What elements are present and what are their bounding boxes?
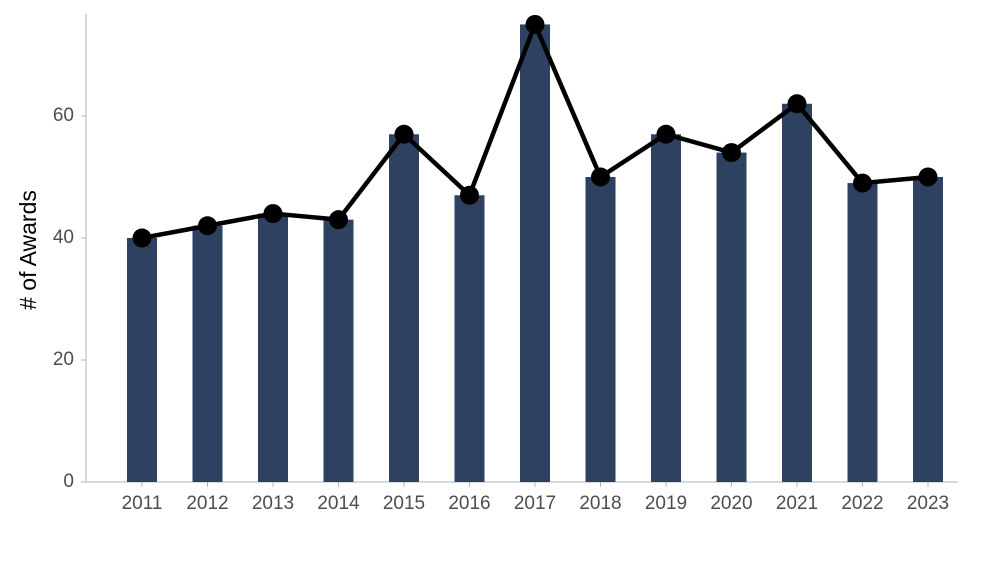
x-tick-label: 2019 <box>645 493 687 514</box>
point <box>460 185 479 205</box>
x-tick-label: 2022 <box>841 493 883 514</box>
point <box>656 124 676 144</box>
x-tick-label: 2016 <box>448 493 490 514</box>
point <box>263 204 283 224</box>
point <box>591 167 610 187</box>
bar <box>389 134 419 482</box>
x-tick-label: 2015 <box>383 493 425 514</box>
y-tick-label: 40 <box>53 227 74 248</box>
x-tick-label: 2020 <box>710 493 752 514</box>
point <box>394 124 414 144</box>
bar <box>913 176 943 482</box>
bar <box>782 103 812 483</box>
x-tick-label: 2018 <box>579 493 621 514</box>
bar <box>127 237 157 482</box>
x-tick-label: 2021 <box>776 493 818 514</box>
bar <box>651 134 681 482</box>
bar <box>585 176 616 482</box>
x-tick-label: 2023 <box>907 493 949 514</box>
point <box>787 94 807 114</box>
x-tick-label: 2012 <box>186 493 228 514</box>
x-tick-label: 2013 <box>252 493 294 514</box>
bar <box>716 152 747 483</box>
bar <box>192 225 223 482</box>
bar <box>323 219 354 483</box>
point <box>132 228 152 248</box>
x-tick-label: 2017 <box>514 493 556 514</box>
y-tick-label: 20 <box>53 349 74 370</box>
point <box>198 216 217 236</box>
point <box>525 14 545 34</box>
bar <box>454 195 485 482</box>
point <box>722 143 741 163</box>
point <box>853 173 872 193</box>
y-tick-label: 60 <box>53 105 74 126</box>
bar <box>258 213 288 483</box>
y-tick-label: 0 <box>63 471 74 492</box>
y-axis-label: # of Awards <box>15 190 41 310</box>
bar <box>520 24 550 482</box>
point <box>918 167 938 187</box>
x-tick-label: 2014 <box>317 493 360 514</box>
point <box>329 210 348 230</box>
bar <box>847 183 878 482</box>
x-tick-label: 2011 <box>122 493 163 514</box>
